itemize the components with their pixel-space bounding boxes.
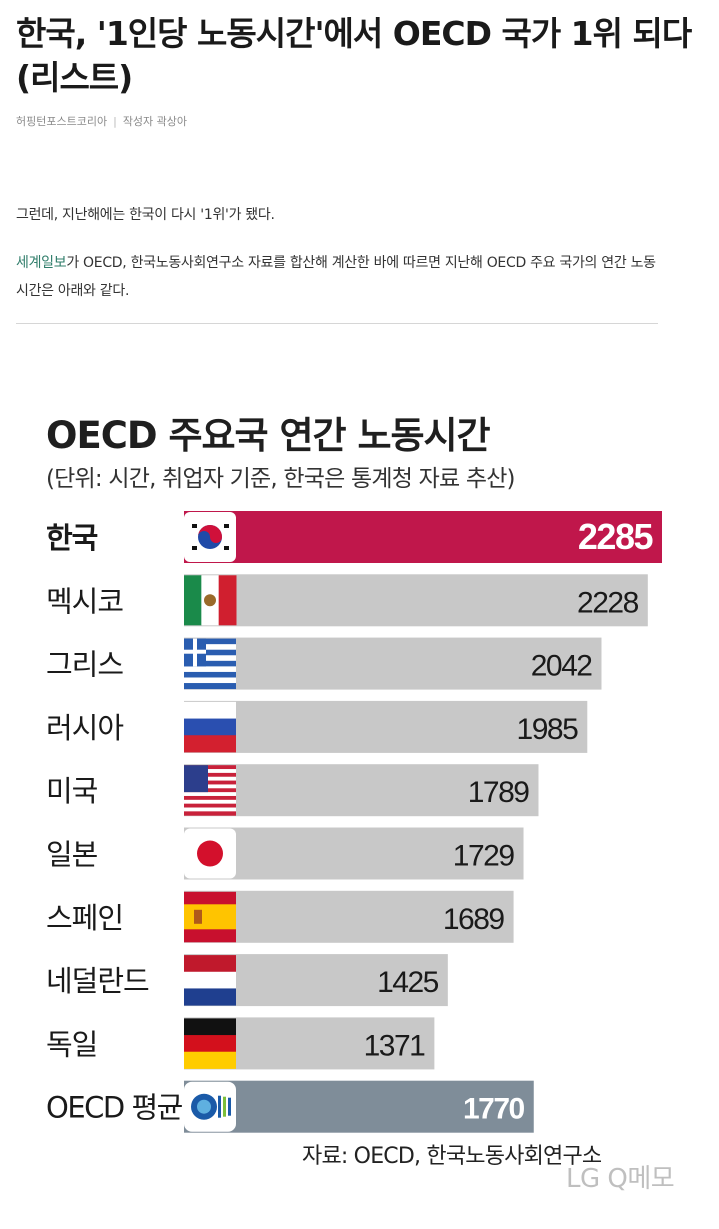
chart-row: 멕시코 2228 bbox=[46, 574, 648, 627]
paragraph-1: 그런데, 지난해에는 한국이 다시 '1위'가 됐다. bbox=[16, 207, 275, 223]
author-name: 작성자 곽상아 bbox=[122, 115, 188, 128]
byline-separator: | bbox=[113, 115, 117, 128]
chart-source: 자료: OECD, 한국노동사회연구소 bbox=[302, 1144, 602, 1169]
value-label: 1425 bbox=[377, 966, 439, 999]
bar bbox=[184, 637, 602, 690]
value-label: 1729 bbox=[453, 840, 515, 873]
japan-flag-icon bbox=[184, 828, 236, 879]
divider bbox=[16, 323, 658, 324]
mexico-flag-icon bbox=[184, 575, 237, 626]
chart-canvas: 한국 2285 멕시코 2228 그리스 2042 러시아 1985 미국 1789 일본 1729 스… bbox=[46, 511, 662, 1133]
bar bbox=[184, 890, 514, 943]
chart-row: OECD 평균 1770 bbox=[46, 1080, 534, 1133]
category-label: 일본 bbox=[46, 838, 98, 872]
category-label: 네덜란드 bbox=[46, 964, 149, 998]
value-label: 2228 bbox=[577, 586, 639, 619]
value-label: 2285 bbox=[578, 516, 654, 557]
paragraph-2-text: 가 OECD, 한국노동사회연구소 자료를 합산해 계산한 바에 따르면 지난해… bbox=[16, 255, 656, 299]
category-label: 미국 bbox=[46, 774, 98, 808]
bar bbox=[184, 574, 648, 627]
value-label: 1770 bbox=[463, 1093, 525, 1126]
value-label: 1789 bbox=[468, 776, 530, 809]
chart-row: 네덜란드 1425 bbox=[46, 954, 448, 1007]
russia-flag-icon bbox=[184, 701, 236, 753]
category-label: 스페인 bbox=[46, 901, 123, 935]
category-label: 한국 bbox=[46, 521, 98, 555]
chart-row: 일본 1729 bbox=[46, 827, 524, 880]
korea-flag-icon bbox=[184, 512, 236, 562]
paragraph-2: 세계일보가 OECD, 한국노동사회연구소 자료를 합산해 계산한 바에 따르면… bbox=[16, 249, 666, 305]
usa-flag-icon bbox=[184, 765, 236, 816]
oecd-logo-icon bbox=[184, 1081, 236, 1132]
category-label: 독일 bbox=[46, 1027, 97, 1061]
chart-subtitle: (단위: 시간, 취업자 기준, 한국은 통계청 자료 추산) bbox=[46, 466, 516, 492]
byline: 허핑턴포스트코리아 | 작성자 곽상아 bbox=[16, 113, 187, 129]
watermark: LG Q메모 bbox=[566, 1164, 675, 1194]
chart-row: 그리스 2042 bbox=[46, 637, 602, 690]
chart-row: 스페인 1689 bbox=[46, 890, 514, 943]
article-headline: 한국, '1인당 노동시간'에서 OECD 국가 1위 되다(리스트) bbox=[16, 14, 692, 97]
category-label: 그리스 bbox=[46, 648, 123, 682]
chart-row: 한국 2285 bbox=[46, 511, 662, 563]
category-label: 멕시코 bbox=[46, 584, 123, 618]
bar-average bbox=[184, 1080, 534, 1133]
value-label: 1371 bbox=[364, 1029, 426, 1062]
spain-flag-icon bbox=[184, 891, 236, 943]
germany-flag-icon bbox=[184, 1018, 236, 1069]
chart-row: 미국 1789 bbox=[46, 764, 539, 817]
source-link[interactable]: 세계일보 bbox=[16, 255, 67, 271]
value-label: 2042 bbox=[531, 650, 593, 683]
bar bbox=[184, 827, 524, 880]
publisher-name[interactable]: 허핑턴포스트코리아 bbox=[16, 115, 108, 128]
chart-row: 독일 1371 bbox=[46, 1017, 435, 1070]
netherlands-flag-icon bbox=[184, 955, 236, 1006]
bar-highlight bbox=[184, 511, 662, 563]
bar bbox=[184, 764, 539, 817]
greece-flag-icon bbox=[184, 638, 236, 690]
bar bbox=[184, 700, 588, 753]
category-label: OECD 평균 bbox=[46, 1091, 183, 1125]
chart-row: 러시아 1985 bbox=[46, 700, 588, 753]
category-label: 러시아 bbox=[46, 711, 123, 745]
value-label: 1689 bbox=[443, 903, 505, 936]
value-label: 1985 bbox=[517, 713, 579, 746]
infographic-chart: 한국 2285 멕시코 2228 그리스 2042 러시아 1985 미국 1789 일본 1729 스… bbox=[0, 395, 719, 1195]
chart-title: OECD 주요국 연간 노동시간 bbox=[46, 414, 491, 457]
